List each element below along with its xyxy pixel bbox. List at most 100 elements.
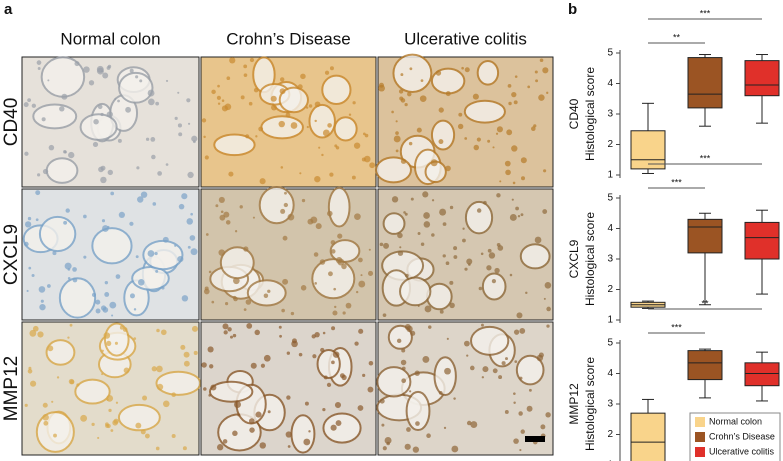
tissue-stain [267,410,271,414]
tissue-stain [364,133,369,138]
tissue-stain [445,165,451,172]
tissue-stain [290,311,295,316]
tissue-stain [28,266,32,270]
tissue-stain [106,398,109,401]
tissue-stain [183,360,190,367]
tissue-stain [115,274,121,279]
tissue-stain [282,278,289,285]
tissue-stain [446,337,449,340]
tissue-stain [101,373,104,376]
tissue-stain [473,144,480,151]
tissue-stain [129,68,134,73]
tissue-gland [311,258,356,300]
tissue-gland [32,103,78,130]
tissue-stain [39,303,46,311]
tissue-stain [409,67,413,71]
tissue-stain [47,79,50,82]
panel-label: b [568,1,577,18]
tissue-stain [233,277,240,285]
tissue-stain [104,280,109,285]
tissue-stain [310,216,318,224]
tissue-stain [423,212,430,219]
tissue-stain [114,97,117,101]
significance-label: *** [671,177,682,187]
tissue-stain [135,255,139,259]
tissue-stain [466,420,472,426]
tissue-stain [107,225,110,229]
tissue-stain [431,233,435,237]
tissue-stain [354,341,359,346]
tissue-stain [323,375,328,380]
tissue-stain [203,288,210,295]
tissue-stain [353,142,361,149]
tissue-stain [445,91,451,97]
tissue-stain [83,214,87,219]
tissue-stain [401,366,406,371]
tissue-stain [508,101,512,106]
tissue-stain [306,125,309,129]
significance-label: ** [701,298,709,308]
significance-label: *** [671,322,682,332]
tissue-stain [419,95,427,102]
tissue-stain [106,111,113,118]
tissue-stain [335,420,342,426]
y-axis-title: CD40 [567,98,581,129]
tissue-stain [69,323,73,327]
tissue-stain [27,368,33,374]
tissue-stain [528,388,532,392]
tissue-gland [387,324,413,350]
tissue-stain [410,330,416,336]
tissue-stain [23,102,29,108]
tissue-stain [286,395,291,400]
tissue-stain [32,325,39,332]
tissue-stain [304,401,309,406]
tissue-stain [308,430,311,433]
tissue-stain [135,422,142,429]
tissue-stain [142,395,148,401]
tissue-stain [201,362,207,368]
tissue-stain [40,299,44,303]
tissue-stain [117,138,122,143]
tissue-gland [118,71,154,104]
tissue-stain [422,355,430,363]
tissue-stain [363,155,371,163]
tissue-stain [325,98,328,101]
tissue-stain [48,144,55,151]
image-grid [21,53,554,456]
tissue-gland [35,411,75,453]
tissue-stain [531,126,536,132]
tissue-stain [204,155,209,160]
tissue-gland [74,378,111,405]
tissue-stain [412,446,420,453]
tissue-stain [218,249,225,256]
tissue-stain [527,85,531,89]
tissue-stain [263,354,271,362]
tissue-stain [279,334,282,338]
tissue-stain [281,308,285,313]
legend-label: Ulcerative colitis [709,446,775,456]
y-tick-label: 5 [607,48,613,59]
tissue-stain [430,159,438,167]
tissue-stain [513,392,516,395]
tissue-stain [93,118,99,125]
y-tick-label: 1 [607,315,613,326]
tissue-stain [123,367,130,374]
tissue-stain [182,446,187,451]
tissue-stain [52,251,57,256]
tissue-stain [162,236,169,243]
tissue-stain [56,376,60,379]
tissue-stain [177,91,180,94]
tissue-stain [255,411,262,418]
tissue-stain [285,431,292,438]
tissue-stain [218,196,225,203]
tissue-stain [97,104,103,110]
tissue-stain [228,171,234,177]
tissue-stain [254,329,260,336]
y-tick-label: 1 [607,170,613,181]
tissue-stain [339,373,345,379]
tissue-stain [329,172,334,177]
tissue-stain [95,299,101,305]
tissue-stain [464,267,468,271]
tissue-stain [100,112,104,117]
tissue-stain [278,120,285,128]
